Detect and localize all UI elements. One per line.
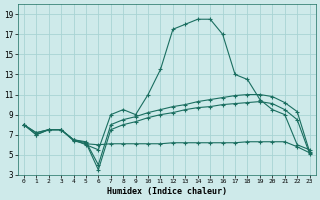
X-axis label: Humidex (Indice chaleur): Humidex (Indice chaleur) bbox=[107, 187, 227, 196]
